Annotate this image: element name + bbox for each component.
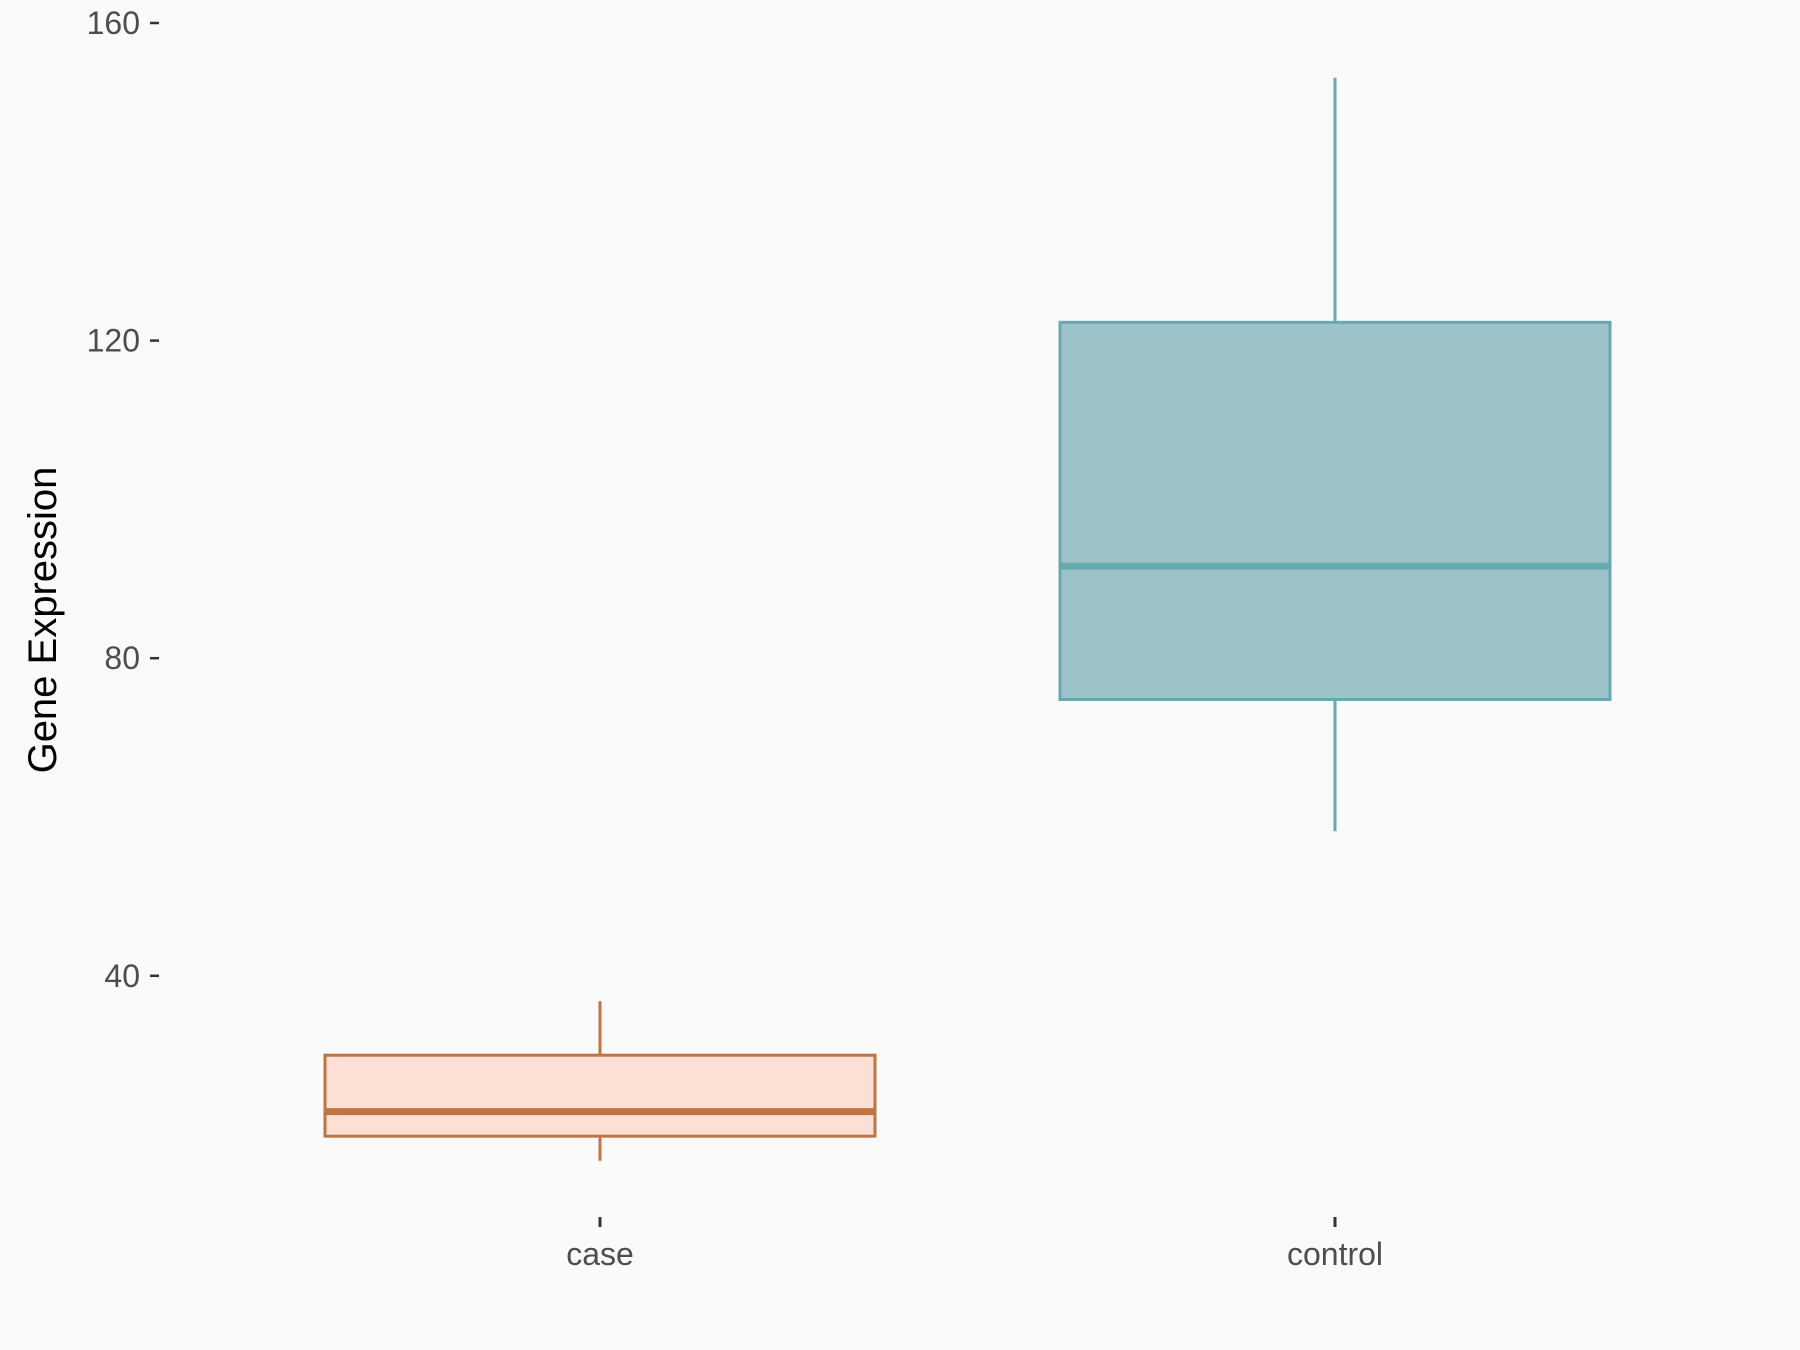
x-axis: case control <box>566 1217 1383 1272</box>
box-control <box>1058 77 1612 832</box>
y-tick-label: 160 <box>87 5 140 41</box>
y-axis-title: Gene Expression <box>21 467 65 774</box>
y-tick-label: 40 <box>104 958 140 994</box>
y-tick-label: 80 <box>104 640 140 676</box>
x-tick-label: control <box>1287 1236 1383 1272</box>
box-iqr <box>323 1053 877 1138</box>
boxes <box>323 77 1612 1161</box>
x-tick-label: case <box>566 1236 634 1272</box>
box-case <box>323 1001 877 1161</box>
box-iqr <box>1058 320 1612 701</box>
y-tick-label: 120 <box>87 323 140 359</box>
y-axis: 40 80 120 160 <box>87 5 159 994</box>
